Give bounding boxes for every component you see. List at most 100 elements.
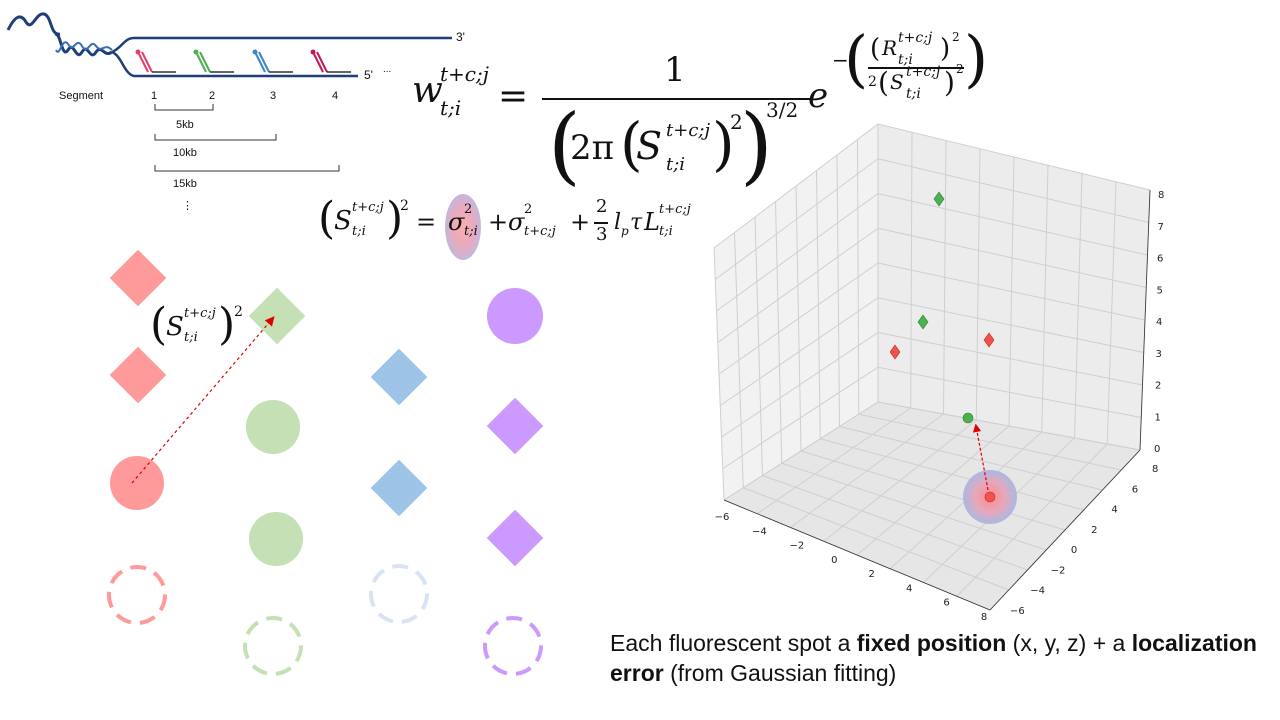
s-equals: = [416, 208, 437, 236]
green-circle-2 [249, 512, 303, 566]
fraction-bar [542, 98, 812, 100]
s-paren-left: ( [318, 193, 336, 244]
red-dashed-circle [107, 565, 167, 625]
s-paren-right: ) [386, 193, 404, 244]
s-sub: t;i [352, 224, 366, 239]
exp-S: S [890, 70, 904, 94]
y-tick-0: −6 [1010, 606, 1025, 617]
sigma-1-sub: t;i [464, 224, 478, 239]
caption-part-2: (x, y, z) + a [1006, 630, 1132, 656]
exp-two: 2 [868, 74, 877, 90]
sigma-2-sup: 2 [524, 202, 533, 217]
localization-error-sphere [963, 470, 1017, 524]
y-tick-3: 0 [1071, 545, 1077, 556]
y-tick-5: 4 [1111, 505, 1117, 516]
exp-R-open: ( [870, 34, 881, 64]
x-tick-6: 6 [943, 598, 949, 609]
den-S: S [636, 124, 663, 168]
y-tick-6: 6 [1132, 484, 1138, 495]
segment-1: 1 [151, 90, 158, 102]
dna-schematic: 3' 5' ... Segment 1 2 3 4 5kb 10kb 15kb … [0, 0, 480, 220]
x-tick-7: 8 [981, 612, 987, 623]
inline-paren-left: ( [150, 299, 168, 350]
exp-R-sup: t+c;j [898, 30, 933, 46]
formula-inline: ( S t+c;j t;i ) 2 [150, 300, 260, 360]
segment-2: 2 [209, 90, 216, 102]
z-tick-5: 5 [1157, 285, 1163, 296]
formula-w: w t+c;j t;i = 1 ( 2π ( S t+c;j t;i ) 2 )… [408, 24, 998, 200]
segment-3: 3 [270, 90, 277, 102]
exp-S-square: 2 [956, 62, 964, 76]
probe-3 [252, 49, 293, 73]
z-tick-2: 2 [1155, 381, 1161, 392]
exp-fraction-bar [868, 67, 964, 69]
sigma-1-sup: 2 [464, 202, 473, 217]
green-diamond-marker-mid [917, 314, 929, 330]
exp-e: e [808, 76, 829, 116]
end-5-label: 5' [364, 68, 373, 82]
frac-num: 2 [596, 196, 608, 217]
span-5kb: 5kb [176, 119, 194, 131]
sigma-2: σ [508, 208, 525, 236]
vertical-ellipsis: ⋮ [182, 200, 193, 212]
green-circle-1 [246, 400, 300, 454]
w-subscript: t;i [440, 96, 462, 120]
L-sup: t+c;j [659, 202, 691, 217]
red-diamond-marker-right [983, 332, 995, 348]
s-sup: t+c;j [352, 200, 384, 215]
z-tick-8: 8 [1158, 190, 1164, 201]
x-tick-5: 4 [906, 583, 912, 594]
inline-S: S [166, 312, 184, 342]
plus-1: + [488, 208, 509, 236]
frac-den: 3 [596, 224, 608, 245]
x-tick-4: 2 [869, 569, 875, 580]
z-tick-1: 1 [1155, 412, 1161, 423]
tau-symbol: τ [630, 210, 643, 235]
z-tick-4: 4 [1156, 317, 1162, 328]
inline-square: 2 [234, 304, 243, 320]
spot-shapes [107, 249, 544, 676]
floor-pane [724, 402, 1140, 610]
caption-error: error [610, 660, 664, 686]
L-symbol: L [644, 208, 660, 236]
x-tick-1: −4 [752, 526, 767, 537]
w-symbol: w [412, 70, 443, 111]
y-tick-1: −4 [1030, 586, 1045, 597]
z-tick-0: 0 [1154, 444, 1160, 455]
dna-strand-drawing [6, 12, 452, 172]
two-pi: 2π [570, 128, 614, 168]
caption-localization: localization [1131, 630, 1257, 656]
big-paren-left: ( [548, 96, 581, 194]
axis-ticks: −6 −4 −2 0 2 4 6 8 −6 −4 −2 0 2 4 6 8 0 1 2 3 4 5 6 7 8 [715, 190, 1165, 623]
exp-R-close: ) [940, 34, 951, 64]
exp-S-sup: t+c;j [906, 64, 941, 80]
exp-R-sub: t;i [898, 52, 913, 68]
caption-part-3: (from Gaussian fitting) [663, 660, 897, 686]
exp-S-open: ( [878, 66, 889, 99]
purple-dashed-circle [483, 616, 543, 676]
probe-4 [310, 49, 351, 73]
exp-paren-right: ) [964, 22, 989, 95]
displacement-arrow [972, 423, 989, 491]
segment-label: Segment [59, 90, 104, 102]
den-power: 3/2 [766, 98, 799, 122]
plus-2: + [570, 208, 591, 236]
equals-sign: = [498, 76, 529, 117]
y-tick-7: 8 [1152, 464, 1158, 475]
probe-2 [193, 49, 234, 73]
y-tick-4: 2 [1091, 525, 1097, 536]
s-symbol: S [334, 206, 352, 236]
red-point-marker [984, 491, 996, 503]
sigma-2-sub: t+c;j [524, 224, 556, 239]
sigma-1: σ [448, 208, 465, 236]
numerator-one: 1 [664, 50, 686, 90]
w-superscript: t+c;j [440, 62, 489, 86]
formula-s: ( S t+c;j t;i ) 2 = σ 2 t;i + σ 2 t+c;j … [318, 192, 708, 264]
l-sub: p [621, 224, 629, 238]
x-tick-3: 0 [831, 555, 837, 566]
purple-diamond-2 [486, 509, 544, 567]
green-dashed-circle [243, 616, 303, 676]
purple-diamond-1 [486, 397, 544, 455]
inline-paren-right: ) [218, 299, 236, 350]
frac-bar [594, 222, 608, 224]
